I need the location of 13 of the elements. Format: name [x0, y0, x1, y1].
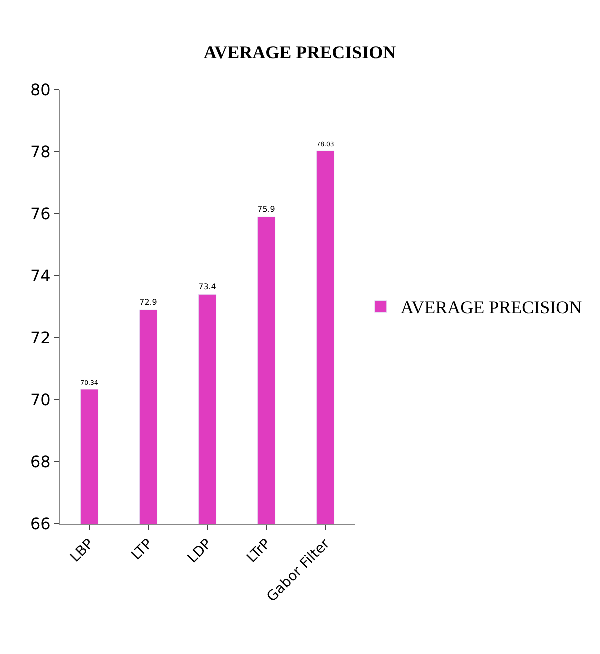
x-tick-label: LTrP — [244, 536, 274, 566]
y-tick-label: 66 — [30, 514, 51, 534]
y-tick-label: 74 — [30, 266, 51, 286]
y-tick-label: 72 — [30, 328, 51, 348]
x-tick-label: LTP — [128, 536, 156, 564]
x-tick-label: LBP — [68, 536, 98, 566]
y-tick-label: 80 — [30, 80, 51, 100]
chart-title: AVERAGE PRECISION — [204, 42, 396, 62]
y-tick-label: 68 — [30, 452, 51, 472]
y-tick-label: 78 — [30, 142, 51, 162]
y-tick-label: 70 — [30, 390, 51, 410]
y-tick-label: 76 — [30, 204, 51, 224]
legend-label: AVERAGE PRECISION — [400, 298, 582, 318]
